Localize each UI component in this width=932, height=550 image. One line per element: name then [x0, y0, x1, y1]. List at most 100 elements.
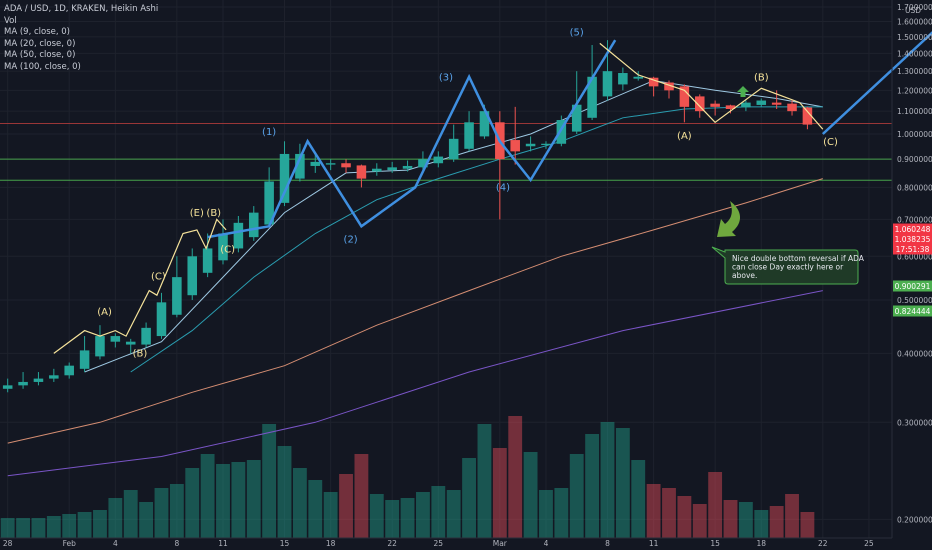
volume-bar [292, 468, 307, 538]
volume-bar [77, 512, 92, 538]
indicator-ma-9[interactable]: MA (9, close, 0) [4, 27, 70, 37]
price-badge: 0.900291 [893, 280, 932, 292]
candle-body [771, 102, 782, 105]
candle-down [356, 164, 367, 188]
price-tick-label: 1.400000 [897, 49, 932, 58]
price-badge-box [893, 280, 932, 292]
candle-up [18, 372, 28, 389]
candle-down [787, 100, 797, 116]
price-tick-label: 1.700000 [897, 3, 932, 12]
volume-bar [631, 460, 646, 538]
candle-body [541, 143, 551, 146]
price-axis[interactable]: USD 0.200000 0.300000 0.400000 0.500000 0.60… [891, 0, 932, 538]
candle-up [756, 98, 767, 107]
candle-body [710, 103, 720, 107]
candle-body [587, 76, 597, 118]
price-tick-label: 1.500000 [897, 33, 932, 42]
candle-up [156, 292, 167, 339]
volume-bar [354, 454, 369, 538]
candle-body [433, 156, 444, 164]
wave-label: (B) [133, 348, 148, 359]
candle-body [325, 163, 336, 165]
time-tick-label: Feb [63, 539, 77, 548]
candle-body [741, 102, 751, 108]
candle-body [202, 248, 213, 273]
volume-bar [677, 496, 692, 538]
wave-line [207, 39, 617, 239]
candle-body [264, 181, 274, 225]
wave-label: (E) [190, 208, 204, 219]
annotation-callout: Nice double bottom reversal if ADA can c… [711, 246, 865, 285]
price-tick-label: 0.900000 [897, 155, 932, 164]
volume-bar [554, 488, 569, 538]
wave-label: (A) [677, 131, 692, 142]
volume-bar [369, 494, 384, 538]
candle-up [141, 322, 151, 348]
candle-body [110, 336, 121, 342]
indicator-ma-20[interactable]: MA (20, close, 0) [4, 38, 76, 49]
candle-body [787, 103, 797, 112]
candle-body [33, 378, 44, 382]
candle-body [756, 100, 767, 105]
volume-bar [62, 514, 77, 538]
volume-bar [600, 422, 615, 538]
volume-bar [569, 454, 584, 538]
price-badge-box [893, 243, 932, 255]
candle-up [325, 159, 336, 171]
wave-label: (C) [151, 271, 166, 282]
candle-body [356, 165, 367, 179]
time-axis[interactable]: 28 Feb 4 8 11 15 18 22 25 Mar 4 8 11 15 18 22 25 [0, 537, 892, 548]
volume-bar [492, 448, 507, 538]
symbol-title[interactable]: ADA / USD, 1D, KRAKEN, Heikin Ashi [4, 4, 159, 14]
volume-bar [523, 452, 538, 538]
volume-bar [446, 490, 461, 538]
volume-bar [0, 518, 15, 538]
volume-bar [31, 518, 46, 538]
price-badge-label: 1.060248 [895, 225, 931, 234]
candle-body [402, 165, 413, 169]
candle-up [310, 153, 321, 173]
indicator-ma-50[interactable]: MA (50, close, 0) [4, 50, 76, 60]
candle-down [510, 106, 520, 165]
time-tick-label: 8 [174, 539, 179, 548]
candle-body [64, 365, 74, 376]
indicator-ma-100[interactable]: MA (100, close, 0) [4, 61, 81, 72]
volume-bar [185, 468, 200, 538]
price-tick-label: 1.200000 [897, 86, 932, 95]
volume-bar [308, 480, 323, 538]
price-tick-label: 0.400000 [897, 349, 932, 358]
candle-body [372, 168, 382, 172]
time-tick-label: 22 [387, 539, 397, 548]
annotation-line-2: can close Day exactly here or [732, 263, 844, 272]
candle-body [525, 143, 536, 147]
candle-body [694, 96, 705, 112]
candle-body [571, 104, 582, 132]
price-tick-label: 1.000000 [897, 130, 932, 139]
moving-averages [7, 80, 823, 477]
chart-legend: ADA / USD, 1D, KRAKEN, Heikin Ashi Vol M… [4, 4, 158, 73]
volume-bar [646, 484, 661, 538]
candle-body [648, 77, 659, 87]
volume-bar [339, 474, 353, 538]
candle-body [49, 375, 59, 379]
candle-up [64, 362, 74, 379]
volume-bar [46, 516, 61, 538]
candle-up [464, 111, 474, 152]
volume-bar [16, 518, 30, 538]
candle-up [233, 215, 244, 253]
volume-bar [123, 490, 138, 538]
price-badge: 1.038235 [893, 233, 932, 245]
time-tick-label: 15 [710, 539, 720, 548]
moving-average-line [130, 106, 823, 373]
volume-bar [431, 486, 446, 538]
candle-up [295, 143, 305, 182]
volume-bar [400, 498, 415, 538]
candle-up [172, 256, 182, 318]
wave-lines [53, 31, 932, 354]
volume-bar [662, 488, 676, 538]
indicator-vol[interactable]: Vol [4, 15, 17, 26]
candle-up [402, 160, 413, 172]
candle-up [372, 163, 382, 176]
